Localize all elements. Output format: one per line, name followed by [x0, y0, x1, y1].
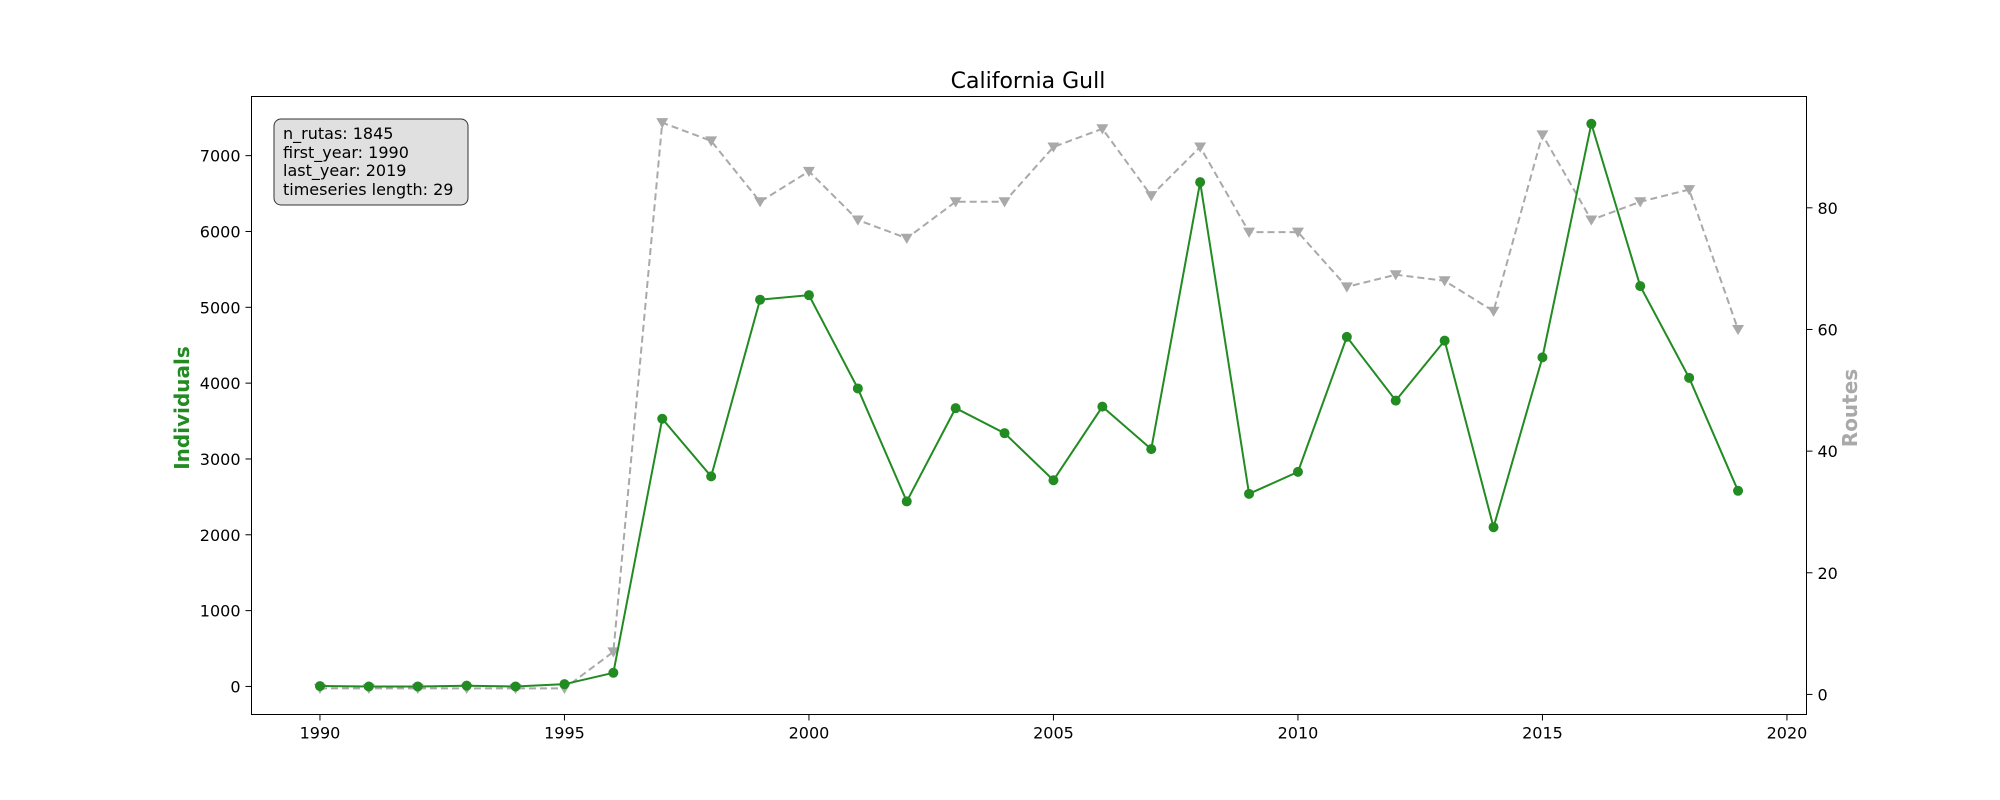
x-tick-label: 2015: [1522, 724, 1563, 743]
y-left-tick-label: 4000: [200, 374, 241, 393]
routes-point: [1683, 185, 1696, 196]
x-tick-label: 1995: [544, 724, 585, 743]
info-line-n-rutas: n_rutas: 1845: [283, 124, 393, 144]
y-axis-label-left: Individuals: [170, 346, 194, 470]
individuals-point: [999, 428, 1010, 439]
info-line-timeseries-length: timeseries length: 29: [283, 180, 453, 199]
individuals-point: [461, 680, 472, 691]
y-axis-label-right: Routes: [1838, 369, 1862, 447]
individuals-point: [1292, 466, 1303, 477]
individuals-point: [1048, 475, 1059, 486]
x-tick-label: 1990: [300, 724, 341, 743]
series-individuals: [314, 118, 1744, 692]
routes-point: [754, 197, 767, 208]
routes-point: [1585, 215, 1598, 226]
routes-point: [656, 118, 669, 129]
right-axis-ticks: 0 20 40 60 80: [1806, 199, 1838, 704]
individuals-point: [901, 496, 912, 507]
routes-point: [1340, 282, 1353, 293]
routes-point: [949, 197, 962, 208]
y-right-tick-label: 0: [1818, 685, 1828, 704]
routes-point: [1145, 191, 1158, 202]
x-tick-label: 2010: [1278, 724, 1319, 743]
individuals-line: [319, 123, 1739, 688]
info-box-background: [273, 118, 469, 206]
individuals-point: [363, 681, 374, 692]
y-right-tick-label: 60: [1818, 320, 1838, 339]
individuals-point: [1390, 395, 1401, 406]
x-tick-label: 2000: [789, 724, 830, 743]
chart-title: California Gull: [951, 69, 1106, 94]
x-tick-label: 2020: [1767, 724, 1808, 743]
y-left-tick-label: 5000: [200, 298, 241, 317]
individuals-point: [412, 681, 423, 692]
individuals-point: [1341, 331, 1352, 342]
routes-point: [1096, 124, 1109, 135]
individuals-point: [803, 290, 814, 301]
info-line-first-year: first_year: 1990: [283, 143, 409, 163]
individuals-point: [852, 383, 863, 394]
individuals-point: [657, 413, 668, 424]
y-left-tick-label: 2000: [200, 526, 241, 545]
routes-point: [1291, 227, 1304, 238]
individuals-point: [755, 294, 766, 305]
routes-point: [1243, 227, 1256, 238]
routes-point: [1438, 276, 1451, 287]
routes-point: [705, 136, 718, 147]
individuals-point: [510, 681, 521, 692]
y-left-tick-label: 0: [230, 677, 240, 696]
individuals-point: [314, 681, 325, 692]
y-left-tick-label: 1000: [200, 602, 241, 621]
routes-point: [851, 215, 864, 226]
individuals-point: [1586, 118, 1597, 129]
routes-point: [802, 166, 815, 178]
y-right-tick-label: 20: [1818, 564, 1838, 583]
left-axis-ticks: 0 1000 2000 3000 4000 5000 6000 7000: [200, 147, 252, 696]
routes-point: [900, 233, 913, 244]
individuals-point: [1146, 444, 1157, 455]
individuals-point: [1488, 522, 1499, 533]
individuals-point: [1195, 177, 1206, 188]
individuals-point: [1684, 372, 1695, 383]
routes-point: [1487, 306, 1500, 317]
x-tick-label: 2005: [1033, 724, 1074, 743]
x-axis-ticks: 1990 1995 2000 2005 2010 2015 2020: [300, 714, 1808, 743]
individuals-point: [706, 471, 717, 482]
y-left-tick-label: 6000: [200, 222, 241, 241]
individuals-point: [1439, 335, 1450, 346]
routes-point: [1194, 142, 1207, 153]
routes-point: [1389, 270, 1402, 281]
plot-frame: [251, 96, 1807, 715]
individuals-point: [608, 667, 619, 678]
y-left-tick-label: 3000: [200, 450, 241, 469]
info-line-last-year: last_year: 2019: [283, 161, 406, 181]
individuals-point: [1244, 488, 1255, 499]
info-box: n_rutas: 1845 first_year: 1990 last_year…: [273, 118, 469, 206]
individuals-point: [1537, 352, 1548, 363]
individuals-point: [1097, 401, 1108, 412]
y-right-tick-label: 80: [1818, 199, 1838, 218]
y-right-tick-label: 40: [1818, 442, 1838, 461]
individuals-point: [1733, 485, 1744, 496]
individuals-point: [1635, 281, 1646, 292]
routes-point: [1634, 197, 1647, 208]
individuals-point: [559, 679, 570, 690]
y-left-tick-label: 7000: [200, 147, 241, 166]
routes-point: [607, 647, 620, 658]
individuals-point: [950, 403, 961, 414]
routes-point: [1732, 324, 1745, 336]
routes-point: [998, 197, 1011, 208]
routes-point: [1536, 130, 1549, 141]
routes-point: [1047, 142, 1060, 153]
routes-line: [319, 121, 1739, 690]
